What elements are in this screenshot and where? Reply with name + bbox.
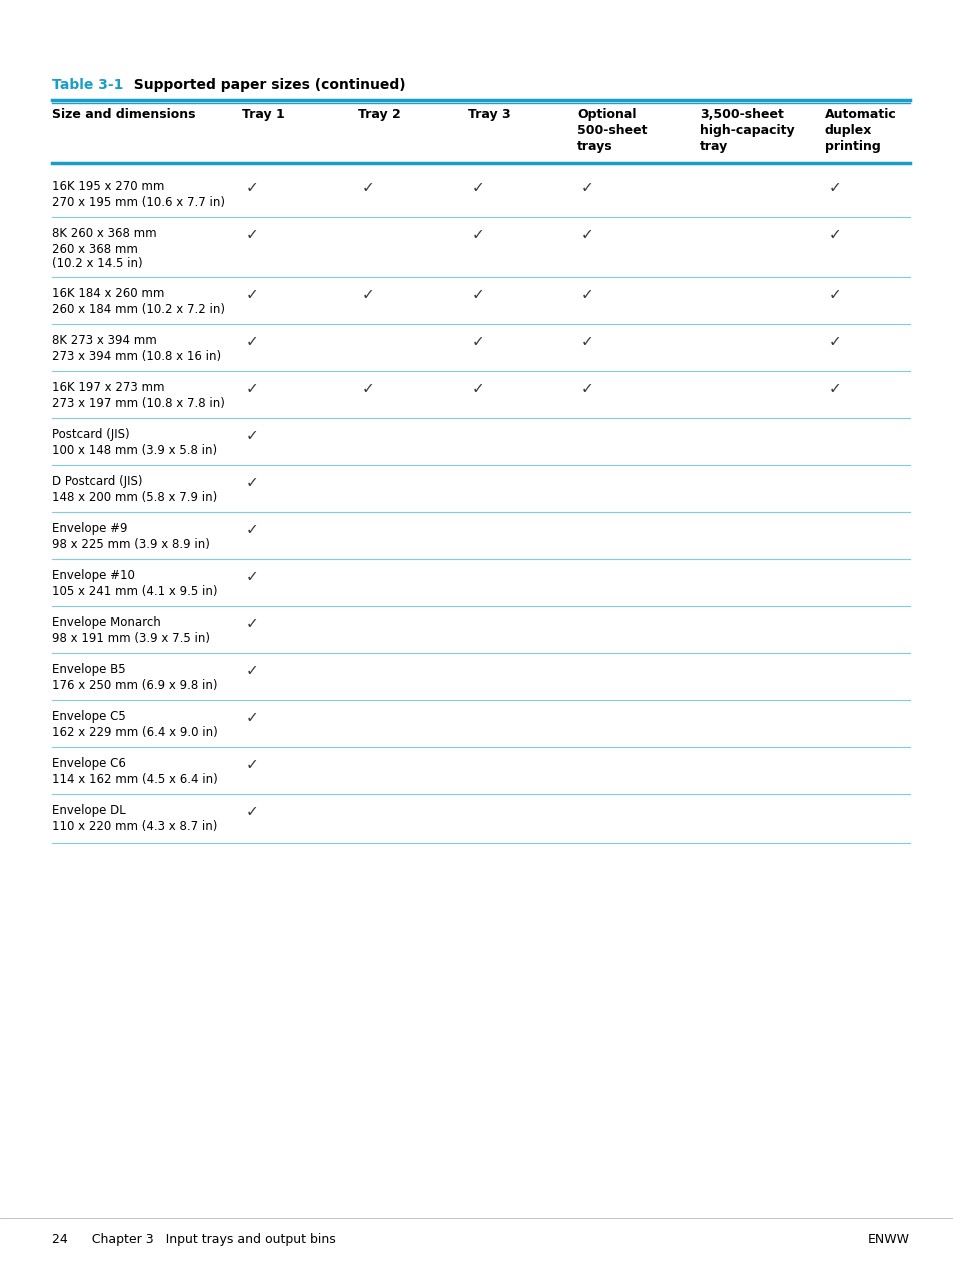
Text: ✓: ✓ [246, 804, 258, 819]
Text: 98 x 191 mm (3.9 x 7.5 in): 98 x 191 mm (3.9 x 7.5 in) [52, 632, 210, 645]
Text: Envelope #10: Envelope #10 [52, 569, 134, 582]
Text: ✓: ✓ [246, 569, 258, 584]
Text: Tray 1: Tray 1 [242, 108, 284, 121]
Text: 100 x 148 mm (3.9 x 5.8 in): 100 x 148 mm (3.9 x 5.8 in) [52, 444, 217, 457]
Text: ✓: ✓ [246, 522, 258, 537]
Text: 270 x 195 mm (10.6 x 7.7 in): 270 x 195 mm (10.6 x 7.7 in) [52, 196, 225, 210]
Text: ✓: ✓ [246, 381, 258, 396]
Text: ✓: ✓ [246, 287, 258, 302]
Text: 260 x 184 mm (10.2 x 7.2 in): 260 x 184 mm (10.2 x 7.2 in) [52, 304, 225, 316]
Text: 162 x 229 mm (6.4 x 9.0 in): 162 x 229 mm (6.4 x 9.0 in) [52, 726, 217, 739]
Text: ✓: ✓ [472, 287, 484, 302]
Text: ✓: ✓ [580, 180, 593, 196]
Text: ✓: ✓ [361, 381, 375, 396]
Text: Envelope C6: Envelope C6 [52, 757, 126, 770]
Text: ENWW: ENWW [867, 1233, 909, 1246]
Text: Envelope C5: Envelope C5 [52, 710, 126, 723]
Text: 24      Chapter 3   Input trays and output bins: 24 Chapter 3 Input trays and output bins [52, 1233, 335, 1246]
Text: ✓: ✓ [361, 287, 375, 302]
Text: Postcard (JIS): Postcard (JIS) [52, 428, 130, 441]
Text: 148 x 200 mm (5.8 x 7.9 in): 148 x 200 mm (5.8 x 7.9 in) [52, 491, 217, 504]
Text: Envelope #9: Envelope #9 [52, 522, 128, 535]
Text: Automatic
duplex
printing: Automatic duplex printing [824, 108, 896, 152]
Text: Table 3-1: Table 3-1 [52, 77, 123, 91]
Text: 114 x 162 mm (4.5 x 6.4 in): 114 x 162 mm (4.5 x 6.4 in) [52, 773, 217, 786]
Text: (10.2 x 14.5 in): (10.2 x 14.5 in) [52, 257, 143, 271]
Text: ✓: ✓ [246, 227, 258, 243]
Text: 98 x 225 mm (3.9 x 8.9 in): 98 x 225 mm (3.9 x 8.9 in) [52, 538, 210, 551]
Text: Optional
500-sheet
trays: Optional 500-sheet trays [577, 108, 647, 152]
Text: Envelope DL: Envelope DL [52, 804, 126, 817]
Text: ✓: ✓ [246, 663, 258, 678]
Text: Envelope B5: Envelope B5 [52, 663, 126, 676]
Text: ✓: ✓ [246, 710, 258, 725]
Text: Envelope Monarch: Envelope Monarch [52, 616, 161, 629]
Text: ✓: ✓ [828, 381, 841, 396]
Text: 16K 197 x 273 mm: 16K 197 x 273 mm [52, 381, 164, 394]
Text: Tray 3: Tray 3 [468, 108, 510, 121]
Text: 273 x 197 mm (10.8 x 7.8 in): 273 x 197 mm (10.8 x 7.8 in) [52, 398, 225, 410]
Text: ✓: ✓ [246, 334, 258, 349]
Text: D Postcard (JIS): D Postcard (JIS) [52, 475, 142, 488]
Text: 3,500-sheet
high-capacity
tray: 3,500-sheet high-capacity tray [700, 108, 794, 152]
Text: ✓: ✓ [472, 180, 484, 196]
Text: ✓: ✓ [246, 180, 258, 196]
Text: 110 x 220 mm (4.3 x 8.7 in): 110 x 220 mm (4.3 x 8.7 in) [52, 820, 217, 833]
Text: ✓: ✓ [472, 381, 484, 396]
Text: 8K 273 x 394 mm: 8K 273 x 394 mm [52, 334, 156, 347]
Text: ✓: ✓ [580, 334, 593, 349]
Text: 273 x 394 mm (10.8 x 16 in): 273 x 394 mm (10.8 x 16 in) [52, 351, 221, 363]
Text: 8K 260 x 368 mm: 8K 260 x 368 mm [52, 227, 156, 240]
Text: ✓: ✓ [246, 616, 258, 631]
Text: 16K 195 x 270 mm: 16K 195 x 270 mm [52, 180, 164, 193]
Text: Supported paper sizes (continued): Supported paper sizes (continued) [124, 77, 405, 91]
Text: ✓: ✓ [472, 227, 484, 243]
Text: 176 x 250 mm (6.9 x 9.8 in): 176 x 250 mm (6.9 x 9.8 in) [52, 679, 217, 692]
Text: ✓: ✓ [246, 475, 258, 490]
Text: 16K 184 x 260 mm: 16K 184 x 260 mm [52, 287, 164, 300]
Text: Size and dimensions: Size and dimensions [52, 108, 195, 121]
Text: ✓: ✓ [828, 334, 841, 349]
Text: ✓: ✓ [828, 180, 841, 196]
Text: ✓: ✓ [472, 334, 484, 349]
Text: ✓: ✓ [246, 757, 258, 772]
Text: 105 x 241 mm (4.1 x 9.5 in): 105 x 241 mm (4.1 x 9.5 in) [52, 585, 217, 598]
Text: Tray 2: Tray 2 [357, 108, 400, 121]
Text: ✓: ✓ [828, 227, 841, 243]
Text: ✓: ✓ [580, 227, 593, 243]
Text: ✓: ✓ [580, 287, 593, 302]
Text: ✓: ✓ [580, 381, 593, 396]
Text: ✓: ✓ [361, 180, 375, 196]
Text: 260 x 368 mm: 260 x 368 mm [52, 243, 138, 257]
Text: ✓: ✓ [246, 428, 258, 443]
Text: ✓: ✓ [828, 287, 841, 302]
